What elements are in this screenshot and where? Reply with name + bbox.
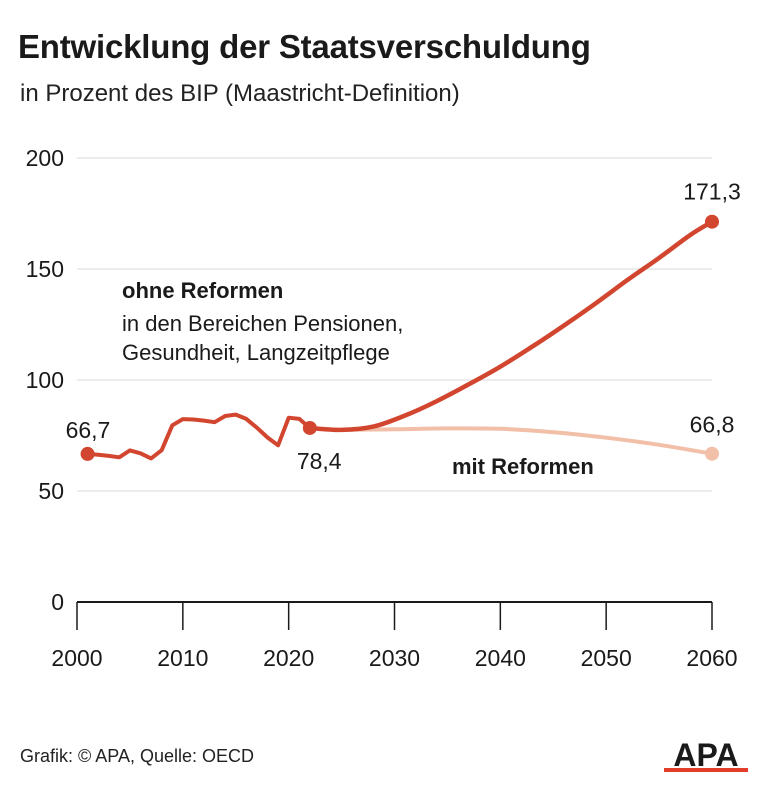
annotation-ohne-reformen-title: ohne Reformen: [122, 278, 283, 303]
data-label: 78,4: [297, 448, 342, 474]
x-tick-label: 2040: [475, 645, 526, 671]
source-footer: Grafik: © APA, Quelle: OECD: [20, 746, 254, 766]
series-line-historisch: [85, 412, 312, 461]
annotation-ohne-reformen-line1: in den Bereichen Pensionen,: [122, 311, 403, 336]
data-points: [80, 214, 719, 461]
x-tick-label: 2050: [581, 645, 632, 671]
annotation-ohne-reformen-line2: Gesundheit, Langzeitpflege: [122, 340, 390, 365]
data-label: 66,8: [690, 412, 735, 438]
x-tick-label: 2000: [51, 645, 102, 671]
point-2022: [302, 420, 317, 435]
point-2001: [80, 446, 95, 461]
y-tick-label: 200: [26, 145, 64, 171]
data-label: 171,3: [683, 179, 741, 205]
x-axis-tick-labels: 2000 2010 2020 2030 2040 2050 2060: [51, 645, 737, 671]
annotations: ohne Reformen in den Bereichen Pensionen…: [122, 278, 594, 479]
point-2060-mit-reformen: [705, 446, 719, 461]
data-label: 66,7: [66, 417, 111, 443]
series-line-ohne-reformen: [307, 219, 715, 433]
y-tick-label: 100: [26, 367, 64, 393]
apa-logo-text: APA: [673, 737, 738, 772]
x-tick-label: 2010: [157, 645, 208, 671]
y-tick-label: 150: [26, 256, 64, 282]
annotation-mit-reformen: mit Reformen: [452, 454, 594, 479]
data-labels: 66,7 78,4 171,3 66,8: [66, 179, 741, 474]
chart-subtitle: in Prozent des BIP (Maastricht-Definitio…: [20, 80, 460, 107]
point-2060-ohne-reformen: [705, 214, 719, 229]
gridlines: [77, 157, 712, 492]
chart-title: Entwicklung der Staatsverschuldung: [18, 28, 591, 65]
y-tick-label: 50: [38, 478, 64, 504]
x-tick-label: 2020: [263, 645, 314, 671]
y-axis-tick-labels: 0 50 100 150 200: [26, 145, 64, 615]
y-tick-label: 0: [51, 589, 64, 615]
series-lines: [85, 219, 715, 461]
apa-logo: APA: [664, 737, 748, 772]
x-tick-label: 2060: [686, 645, 737, 671]
series-line-mit-reformen: [339, 426, 714, 456]
x-axis: [76, 601, 713, 630]
apa-logo-bar: [664, 768, 748, 772]
x-tick-label: 2030: [369, 645, 420, 671]
